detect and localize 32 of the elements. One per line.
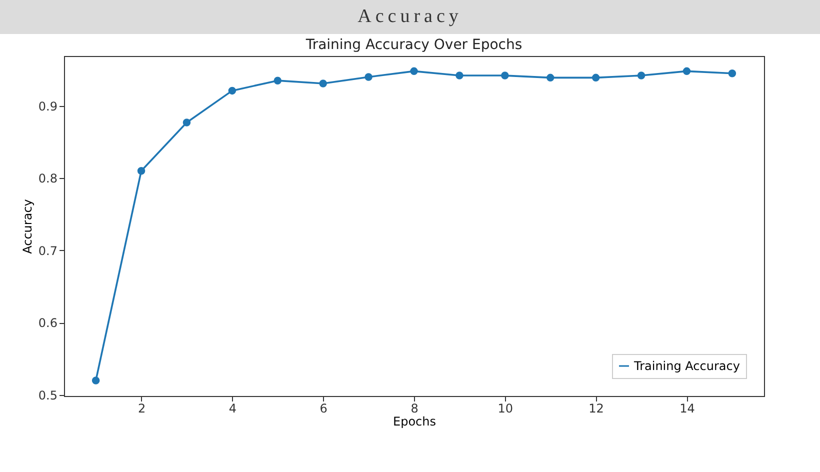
x-tick-label: 2 [138,402,146,416]
y-tick-label: 0.6 [38,316,58,330]
point [546,74,554,82]
x-tick-label: 14 [680,402,695,416]
point [182,118,191,126]
point [364,73,372,81]
chart-title: Accuracy [0,0,820,34]
point [410,67,418,76]
y-tick-label: 0.7 [38,244,58,258]
point [501,72,509,80]
point [592,74,600,82]
x-tick-label: 4 [228,402,236,416]
x-tick-label: 6 [320,402,328,416]
y-axis-title: Accuracy [20,199,34,254]
point [456,72,464,80]
x-axis-title: Epochs [393,414,436,428]
point [228,86,236,95]
point [137,167,146,175]
point [682,67,691,76]
y-tick-label: 0.9 [38,99,58,114]
legend-label: Training Accuracy [633,359,740,373]
point [319,80,327,88]
y-tick-label: 0.5 [38,388,58,402]
point [637,72,646,80]
point [728,69,736,78]
chart-subtitle: Training Accuracy Over Epochs [304,37,522,53]
x-tick-label: 8 [410,402,418,416]
point [274,76,282,84]
x-tick-label: 10 [498,402,514,416]
x-tick-label: 12 [588,402,604,416]
y-tick-label: 0.8 [38,172,58,186]
point [92,376,100,384]
